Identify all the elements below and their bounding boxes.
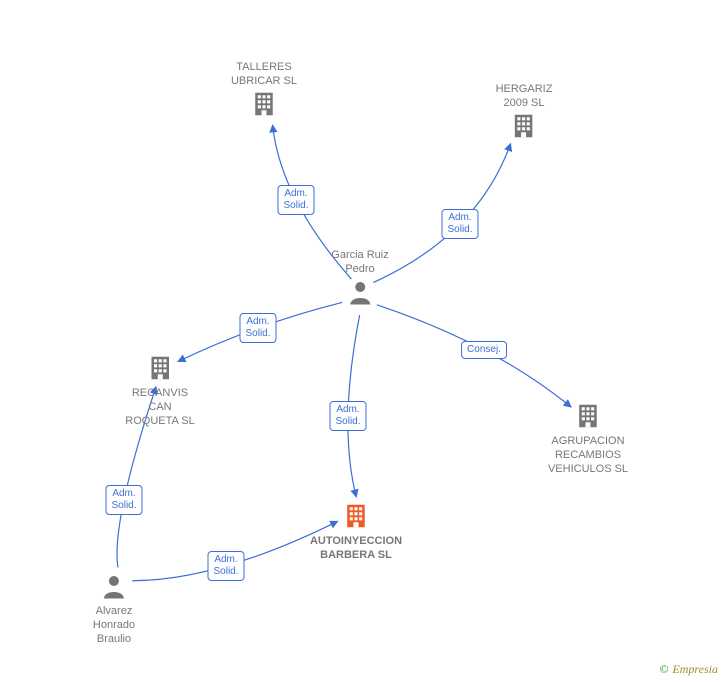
building-icon: [341, 501, 371, 531]
watermark-text: Empresia: [672, 662, 718, 676]
node-label: AUTOINYECCIONBARBERA SL: [310, 535, 402, 563]
node-label: RECANVISCANROQUETA SL: [125, 387, 194, 428]
edge-label: Adm. Solid.: [207, 551, 244, 581]
node-agrupacion[interactable]: AGRUPACIONRECAMBIOSVEHICULOS SL: [548, 401, 628, 476]
edge-label: Adm. Solid.: [105, 485, 142, 515]
node-label: HERGARIZ2009 SL: [496, 83, 553, 111]
node-recanvis[interactable]: RECANVISCANROQUETA SL: [125, 353, 194, 428]
node-label: AlvarezHonradoBraulio: [93, 605, 135, 646]
diagram-canvas: © Empresia Garcia RuizPedro AlvarezHonrad…: [0, 0, 728, 685]
watermark: © Empresia: [659, 662, 718, 677]
node-garcia[interactable]: Garcia RuizPedro: [331, 249, 388, 311]
building-icon: [509, 111, 539, 141]
edge-label: Adm. Solid.: [277, 185, 314, 215]
node-autoinyeccion[interactable]: AUTOINYECCIONBARBERA SL: [310, 501, 402, 563]
node-talleres[interactable]: TALLERESUBRICAR SL: [231, 61, 297, 123]
node-alvarez[interactable]: AlvarezHonradoBraulio: [93, 571, 135, 646]
person-icon: [99, 571, 129, 601]
node-label: AGRUPACIONRECAMBIOSVEHICULOS SL: [548, 435, 628, 476]
edge-label: Adm. Solid.: [441, 209, 478, 239]
node-label: Garcia RuizPedro: [331, 249, 388, 277]
edge-label: Consej.: [461, 341, 507, 359]
copyright-symbol: ©: [659, 662, 668, 676]
person-icon: [345, 277, 375, 307]
node-hergariz[interactable]: HERGARIZ2009 SL: [496, 83, 553, 145]
building-icon: [145, 353, 175, 383]
building-icon: [573, 401, 603, 431]
node-label: TALLERESUBRICAR SL: [231, 61, 297, 89]
building-icon: [249, 89, 279, 119]
edge-label: Adm. Solid.: [329, 401, 366, 431]
edge-label: Adm. Solid.: [239, 313, 276, 343]
